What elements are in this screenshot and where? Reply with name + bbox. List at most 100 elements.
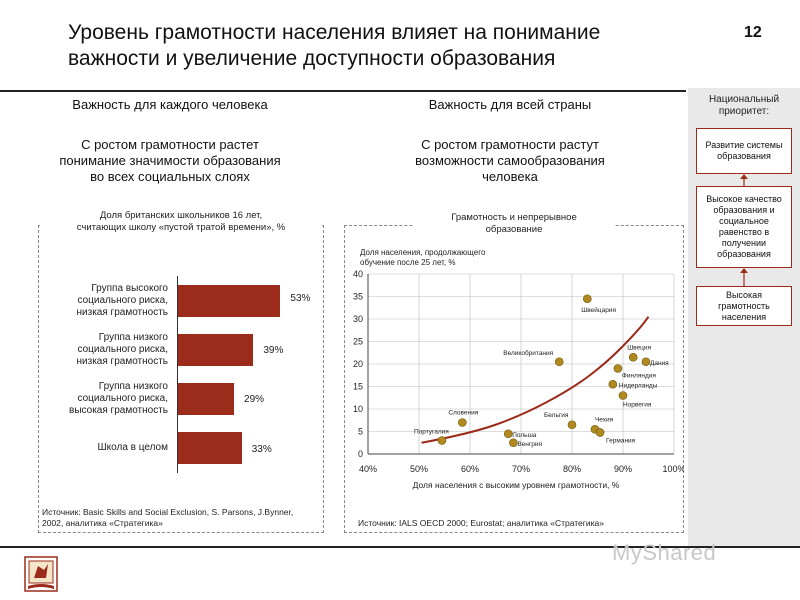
scatter-point: [567, 420, 577, 430]
scatter-point-label: Швеция: [627, 344, 651, 351]
left-source-line-1: Источник: Basic Skills and Social Exclus…: [42, 507, 294, 517]
scatter-point: [458, 418, 467, 427]
right-source: Источник: IALS OECD 2000; Eurostat; анал…: [358, 518, 604, 528]
scatter-point: [608, 379, 618, 389]
top-divider: [0, 90, 686, 92]
scatter-point-label: Чехия: [595, 416, 614, 423]
page-number: 12: [744, 24, 762, 41]
scatter-y-tick-label: 0: [358, 449, 363, 459]
scatter-x-tick-label: 70%: [512, 464, 530, 474]
priority-box-high-literacy: Высокая грамотность населения: [696, 286, 792, 326]
bar-value-1: 53%: [290, 293, 311, 304]
right-heading: Важность для всей страны: [428, 97, 592, 112]
bottom-divider: [0, 546, 800, 548]
panel-title-line-2: приоритет:: [718, 106, 770, 117]
scatter-y-tick-label: 20: [353, 359, 363, 369]
scatter-y-tick-label: 15: [353, 382, 363, 392]
watermark: MyShared: [612, 540, 717, 565]
scatter-point: [641, 357, 651, 367]
panel-title: Национальный приоритет:: [688, 94, 800, 118]
scatter-point-label: Норвегия: [623, 402, 652, 409]
bar-chart-caption: Доля британских школьников 16 лет, счита…: [40, 210, 322, 234]
scatter-caption-line-2: образование: [485, 224, 543, 235]
scatter-ylabel-line-2: обучение после 25 лет, %: [360, 258, 455, 267]
bar-caption-line-2: считающих школу «пустой тратой времени»,…: [76, 222, 286, 233]
left-sub-line-3: во всех социальных слоях: [90, 169, 250, 184]
scatter-y-tick-label: 25: [353, 337, 363, 347]
left-heading: Важность для каждого человека: [72, 97, 268, 112]
bar-label-1: Группа высокого социального риска, низка…: [48, 283, 168, 319]
scatter-point-label: Финляндия: [622, 373, 656, 380]
scatter-point: [437, 436, 447, 445]
bar-low-risk-low-literacy: [178, 334, 254, 366]
scatter-point-label: Бельгия: [544, 412, 569, 419]
left-source-line-2: 2002, аналитика «Стратегика»: [42, 518, 163, 528]
bar-label-3-line-1: Группа низкого: [98, 381, 168, 392]
bar-label-2-line-3: низкая грамотность: [76, 356, 168, 367]
scatter-caption-line-1: Грамотность и непрерывное: [451, 212, 577, 223]
right-sub-line-1: С ростом грамотности растут: [421, 137, 599, 152]
title-line-1: Уровень грамотности населения влияет на …: [68, 21, 601, 44]
scatter-y-tick-label: 10: [353, 404, 363, 414]
bar-label-2: Группа низкого социального риска, низкая…: [48, 332, 168, 368]
scatter-point-label: Словения: [448, 410, 478, 417]
bar-label-2-line-2: социального риска,: [77, 344, 168, 355]
bar-label-1-line-1: Группа высокого: [91, 283, 168, 294]
bar-label-1-line-3: низкая грамотность: [76, 307, 168, 318]
bar-school-total: [178, 432, 242, 464]
scatter-point-label: Великобритания: [503, 349, 553, 357]
scatter-point: [509, 438, 518, 448]
scatter-point: [628, 352, 638, 362]
slide-title: Уровень грамотности населения влияет на …: [68, 20, 668, 72]
bar-low-risk-high-literacy: [178, 383, 235, 415]
title-line-2: важности и увеличение доступности образо…: [68, 47, 556, 70]
bar-high-risk-low-literacy: [178, 285, 281, 317]
scatter-point-label: Польша: [512, 432, 537, 439]
scatter-point: [618, 391, 628, 400]
bar-label-4-line-1: Школа в целом: [97, 442, 169, 453]
scatter-x-tick-label: 90%: [614, 464, 632, 474]
scatter-x-tick-label: 50%: [410, 464, 428, 474]
scatter-point: [503, 429, 513, 439]
priority-box-system-development: Развитие системы образования: [696, 128, 792, 174]
arrow-up-icon: [740, 174, 748, 186]
scatter-x-tick-label: 60%: [461, 464, 479, 474]
scatter-point: [595, 428, 605, 437]
scatter-trend-line: [421, 316, 650, 444]
bar-chart-axis: [177, 276, 178, 473]
right-sub-line-2: возможности самообразования: [415, 153, 605, 168]
scatter-x-tick-label: 40%: [359, 464, 377, 474]
left-source: Источник: Basic Skills and Social Exclus…: [42, 507, 322, 529]
panel-title-line-1: Национальный: [708, 94, 780, 105]
bar-label-2-line-1: Группа низкого: [98, 332, 168, 343]
bar-label-3-line-3: высокая грамотность: [69, 405, 168, 416]
scatter-xlabel: Доля населения с высоким уровнем грамотн…: [413, 480, 620, 490]
scatter-chart-caption: Грамотность и непрерывное образование: [414, 212, 614, 236]
bar-label-1-line-2: социального риска,: [77, 295, 168, 306]
bar-value-2: 39%: [263, 345, 284, 356]
bar-label-3-line-2: социального риска,: [77, 393, 168, 404]
left-sub-line-2: понимание значимости образования: [59, 153, 281, 168]
right-sub-line-3: человека: [482, 169, 538, 184]
scatter-point-label: Швейцария: [581, 306, 616, 314]
national-priority-panel: Национальный приоритет: Развитие системы…: [688, 88, 800, 546]
bar-value-4: 33%: [251, 444, 272, 455]
scatter-x-tick-label: 100%: [662, 464, 684, 474]
scatter-x-tick-label: 80%: [563, 464, 581, 474]
scatter-point-label: Венгрия: [517, 441, 542, 448]
scatter-point-label: Германия: [606, 437, 636, 444]
scatter-point: [583, 294, 592, 304]
left-subheading: С ростом грамотности растет понимание зн…: [20, 137, 320, 185]
scatter-y-tick-label: 35: [353, 292, 363, 302]
scatter-chart: Доля населения, продолжающего обучение п…: [353, 248, 684, 490]
bar-chart-frame: [38, 225, 324, 533]
bar-label-4: Школа в целом: [48, 442, 169, 454]
scatter-point: [554, 357, 564, 367]
scatter-y-tick-label: 5: [358, 427, 363, 437]
bar-label-3: Группа низкого социального риска, высока…: [48, 381, 168, 417]
left-sub-line-1: С ростом грамотности растет: [81, 137, 259, 152]
arrow-up-icon: [740, 268, 748, 286]
emblem-logo: [24, 556, 58, 592]
scatter-point-label: Дания: [650, 360, 669, 367]
scatter-point-label: Португалия: [414, 429, 449, 436]
